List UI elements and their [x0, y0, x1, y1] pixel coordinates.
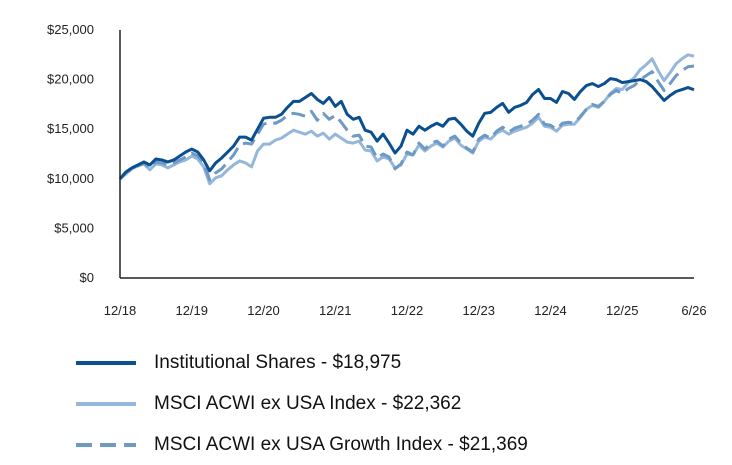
series-line-0 [118, 77, 695, 180]
x-tick-label: 12/24 [534, 303, 567, 318]
x-tick-label: 6/26 [681, 303, 706, 318]
legend-item-institutional-shares: Institutional Shares - $18,975 [76, 342, 528, 383]
y-tick-label: $5,000 [54, 220, 94, 235]
legend-label-institutional-shares: Institutional Shares - $18,975 [154, 351, 402, 373]
y-tick-label: $20,000 [47, 72, 94, 87]
legend-item-msci-acwi-ex-usa: MSCI ACWI ex USA Index - $22,362 [76, 383, 528, 424]
legend-swatch-msci-acwi-ex-usa-growth [76, 440, 136, 450]
series-line-2 [118, 64, 695, 182]
y-tick-label: $25,000 [47, 22, 94, 37]
y-axis-ticks: $25,000 $20,000 $15,000 $10,000 $5,000 $0 [47, 22, 94, 285]
x-tick-label: 12/25 [606, 303, 639, 318]
x-axis-ticks: 12/18 12/19 12/20 12/21 12/22 12/23 12/24 12/25… [104, 303, 707, 318]
y-tick-label: $0 [80, 270, 94, 285]
x-tick-label: 12/18 [104, 303, 137, 318]
x-tick-label: 12/19 [175, 303, 208, 318]
y-tick-label: $10,000 [47, 171, 94, 186]
series-layer [118, 53, 695, 186]
legend: Institutional Shares - $18,975 MSCI ACWI… [76, 342, 528, 465]
legend-label-msci-acwi-ex-usa-growth: MSCI ACWI ex USA Growth Index - $21,369 [154, 433, 528, 455]
legend-label-msci-acwi-ex-usa: MSCI ACWI ex USA Index - $22,362 [154, 392, 462, 414]
legend-swatch-msci-acwi-ex-usa [76, 399, 136, 409]
x-tick-label: 12/21 [319, 303, 352, 318]
legend-swatch-institutional-shares [76, 358, 136, 368]
y-tick-label: $15,000 [47, 121, 94, 136]
x-tick-label: 12/22 [391, 303, 424, 318]
line-chart: $25,000 $20,000 $15,000 $10,000 $5,000 $0 12/… [47, 22, 707, 318]
legend-item-msci-acwi-ex-usa-growth: MSCI ACWI ex USA Growth Index - $21,369 [76, 424, 528, 465]
x-tick-label: 12/23 [462, 303, 495, 318]
x-tick-label: 12/20 [247, 303, 280, 318]
